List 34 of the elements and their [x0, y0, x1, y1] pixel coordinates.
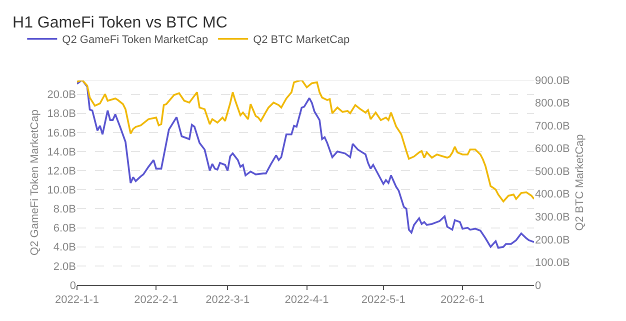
legend-label: Q2 GameFi Token MarketCap [62, 34, 208, 46]
y-tick-label: 0 [70, 280, 76, 292]
legend-label: Q2 BTC MarketCap [253, 34, 350, 46]
y2-tick-label: 300.0B [535, 212, 570, 224]
y2-tick-label: 800.0B [535, 98, 570, 110]
y2-tick-label: 900.0B [535, 74, 570, 87]
y-tick-label: 10.0B [47, 184, 76, 196]
y-tick-label: 12.0B [47, 165, 76, 178]
y-tick-label: 20.0B [47, 89, 76, 102]
x-tick-label: 2022-1-1 [54, 294, 100, 306]
y2-axis-title: Q2 BTC MarketCap [574, 134, 586, 231]
y2-tick-label: 600.0B [535, 143, 570, 156]
y2-tick-label: 100.0B [535, 257, 570, 270]
y-axis-title: Q2 GameFi Token MarketCap [28, 110, 41, 256]
y-tick-label: 2.0B [53, 260, 76, 273]
line-series [77, 80, 534, 249]
y-tick-label: 6.0B [53, 222, 76, 235]
y-tick-label: 16.0B [47, 127, 76, 140]
chart-title: H1 GameFi Token vs BTC MC [12, 14, 228, 32]
line-series [77, 80, 534, 202]
y-tick-label: 8.0B [53, 204, 76, 216]
y2-tick-label: 200.0B [535, 234, 570, 246]
x-tick-label: 2022-4-1 [284, 294, 329, 306]
y-tick-label: 14.0B [47, 146, 76, 158]
y2-tick-label: 500.0B [535, 166, 570, 178]
x-tick-label: 2022-6-1 [440, 294, 485, 306]
y2-tick-label: 400.0B [535, 188, 570, 201]
y-tick-label: 18.0B [47, 108, 76, 120]
x-tick-label: 2022-2-1 [134, 294, 178, 306]
y-tick-label: 4.0B [53, 242, 76, 254]
x-tick-label: 2022-5-1 [361, 294, 406, 306]
y2-tick-label: 700.0B [535, 120, 570, 132]
y2-tick-label: 0 [535, 280, 542, 292]
x-tick-label: 2022-3-1 [206, 294, 250, 306]
